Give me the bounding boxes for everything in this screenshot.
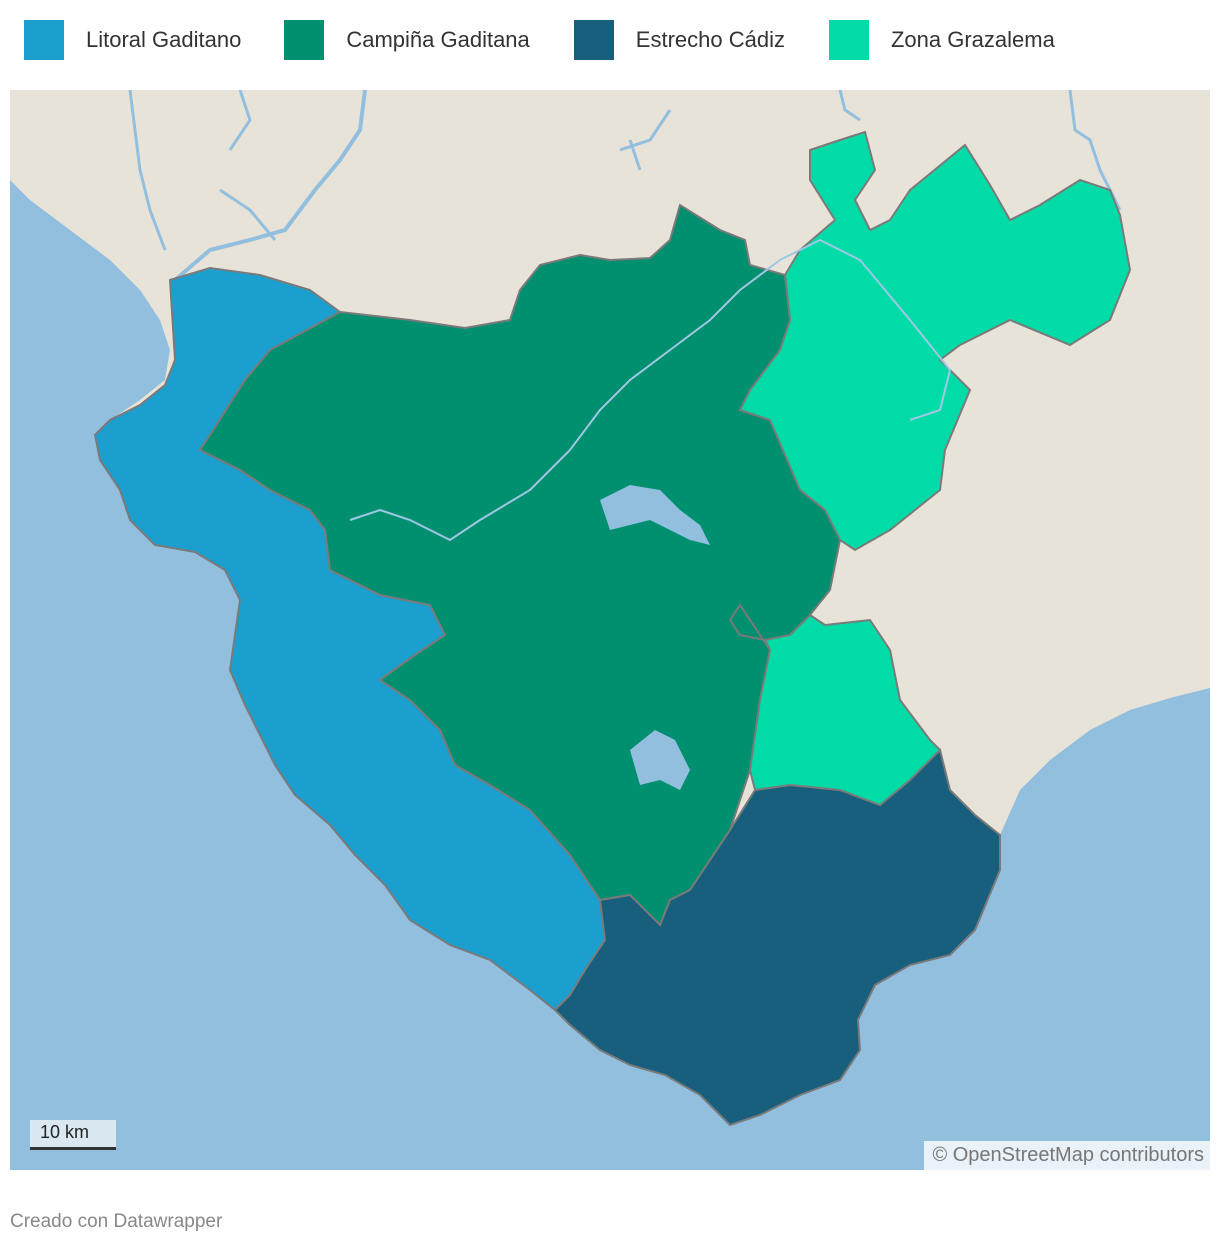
legend-item-zona-grazalema[interactable]: Zona Grazalema <box>828 20 1055 60</box>
legend-label: Campiña Gaditana <box>346 27 530 52</box>
footer-credit[interactable]: Creado con Datawrapper <box>10 1211 223 1232</box>
reservoir-south <box>630 730 690 790</box>
legend-label: Litoral Gaditano <box>86 27 242 52</box>
legend-swatch <box>573 20 614 60</box>
legend-item-campina-gaditana[interactable]: Campiña Gaditana <box>284 20 530 60</box>
river-delta <box>128 90 277 251</box>
legend-swatch <box>828 20 869 60</box>
legend-swatch <box>284 20 325 60</box>
map[interactable] <box>10 90 1210 1170</box>
legend-label: Estrecho Cádiz <box>635 27 785 52</box>
scale-line <box>30 1147 116 1150</box>
region-zona-grazalema-south[interactable] <box>748 613 942 807</box>
legend-swatch <box>24 20 64 60</box>
region-estrecho-cadiz[interactable] <box>553 748 1001 1127</box>
river-guadalquivir <box>173 90 367 282</box>
reservoir-central <box>600 485 710 545</box>
legend-item-estrecho-cadiz[interactable]: Estrecho Cádiz <box>573 20 785 60</box>
region-zona-grazalema-north[interactable] <box>738 130 1132 552</box>
map-svg <box>10 90 1210 1170</box>
legend-item-litoral-gaditano[interactable]: Litoral Gaditano <box>24 20 241 60</box>
map-attribution[interactable]: © OpenStreetMap contributors <box>924 1141 1210 1170</box>
legend: Litoral Gaditano Campiña Gaditana Estrec… <box>24 20 1055 60</box>
reservoir-northeast <box>619 90 1122 211</box>
scale-bar: 10 km <box>30 1120 116 1150</box>
sea <box>10 180 1210 1170</box>
scale-label: 10 km <box>40 1122 90 1142</box>
river-guadalete <box>349 238 952 542</box>
legend-label: Zona Grazalema <box>890 27 1055 52</box>
